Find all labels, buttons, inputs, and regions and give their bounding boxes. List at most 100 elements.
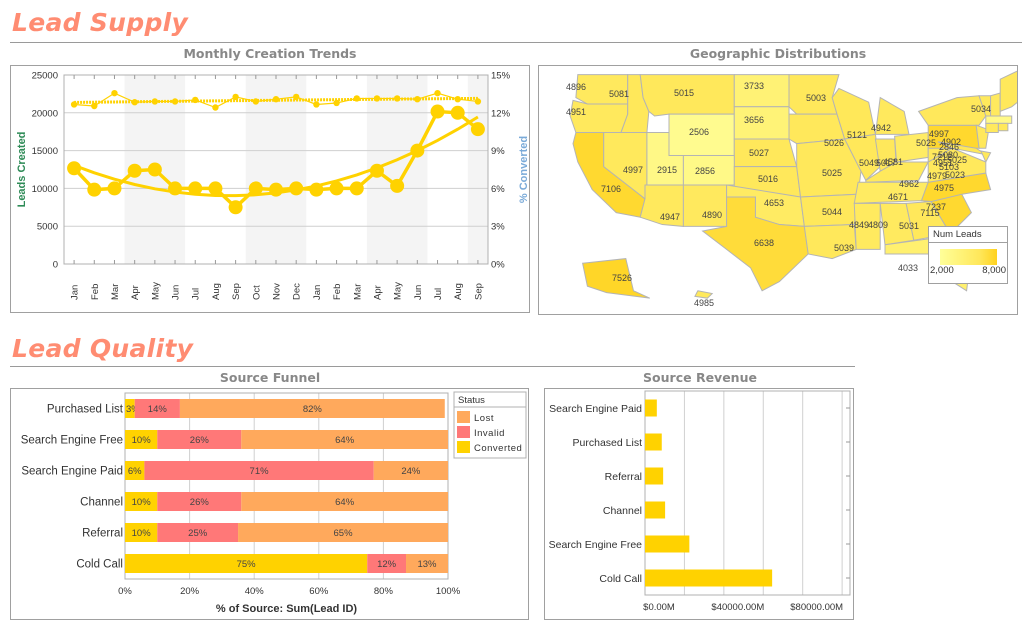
state-label-ak: 7526: [612, 273, 632, 283]
leads-created-point: [91, 102, 98, 110]
y2-tick-label: 12%: [491, 108, 511, 119]
pct-converted-point: [309, 182, 324, 197]
data-label: 12%: [377, 559, 397, 570]
x-tick-label: Jan: [70, 285, 81, 300]
bar-segment-invalid: [157, 430, 242, 449]
state-label-hi: 4985: [694, 298, 714, 308]
monthly-trends-title: Monthly Creation Trends: [183, 46, 357, 61]
y-tick-label: 5000: [37, 222, 58, 233]
x-tick-label: $40000.00M: [711, 602, 764, 613]
revenue-bar: [645, 467, 664, 485]
legend-swatch-invalid: [457, 426, 470, 438]
state-label-pa: 7212: [932, 152, 952, 162]
state-label-ga: 5031: [899, 221, 919, 231]
y-axis-label: Leads Created: [16, 132, 28, 208]
x-tick-label: Jun: [171, 285, 182, 300]
plot-frame: [644, 390, 851, 596]
data-label: 10%: [132, 435, 152, 446]
state-ms: [853, 202, 881, 250]
leads-created-point: [454, 95, 461, 103]
category-label: Purchased List: [573, 437, 643, 449]
data-label: 71%: [250, 466, 270, 477]
state-label-ar: 5044: [822, 207, 842, 217]
state-label-ms: 4849: [849, 220, 869, 230]
pct-converted-point: [188, 181, 203, 196]
bar-segment-invalid: [134, 399, 180, 418]
bar-segment-lost: [406, 554, 448, 573]
state-ct: [985, 122, 999, 134]
leads-created-point: [192, 96, 199, 104]
state-label-al: 4809: [868, 220, 888, 230]
x-tick-label: Dec: [292, 283, 303, 300]
leads-created-point: [131, 99, 138, 106]
pct-converted-point: [369, 163, 384, 178]
bar-segment-converted: [125, 554, 368, 573]
leads-created-point: [373, 95, 381, 102]
leads-created-point: [252, 98, 260, 105]
state-la: [803, 224, 857, 260]
x-tick-label: 100%: [436, 586, 461, 597]
category-label: Cold Call: [599, 573, 642, 585]
leads-created-point: [212, 104, 219, 111]
state-label-id: 5081: [609, 89, 629, 99]
data-label: 6%: [128, 466, 142, 477]
revenue-title: Source Revenue: [643, 370, 757, 385]
state-label-nj: 5025: [947, 155, 967, 165]
state-label-tn: 4671: [888, 192, 908, 202]
state-label-oh: 4581: [883, 157, 903, 167]
state-label-nc: 7237: [926, 202, 946, 212]
state-label-wv: 4979: [927, 171, 947, 181]
state-label-in: 5017: [876, 158, 896, 168]
bar-segment-converted: [125, 430, 158, 449]
data-label: 13%: [417, 559, 437, 570]
state-label-ny: 5025: [916, 138, 936, 148]
data-label: 26%: [190, 435, 210, 446]
state-label-wi: 5121: [847, 130, 867, 140]
y-tick-label: 25000: [32, 71, 58, 82]
state-label-tx: 6638: [754, 238, 774, 248]
x-tick-label: Apr: [372, 285, 383, 300]
state-label-ri: 5080: [938, 150, 958, 160]
state-label-me: 5034: [971, 104, 991, 114]
legend-label-lost: Lost: [474, 413, 494, 424]
state-label-mo: 5025: [822, 168, 842, 178]
pct-converted-point: [248, 181, 263, 196]
x-tick-label: Oct: [251, 285, 262, 300]
pct-converted-point: [390, 178, 405, 193]
x-tick-label: 40%: [245, 586, 265, 597]
pct-converted-point: [67, 161, 82, 176]
x-tick-label: 60%: [309, 586, 329, 597]
pct-converted-point: [470, 122, 485, 137]
x-tick-label: Mar: [352, 284, 363, 300]
data-label: 14%: [148, 404, 168, 415]
state-ri: [997, 122, 1009, 132]
bar-segment-converted: [125, 461, 145, 480]
data-label: 64%: [335, 497, 355, 508]
bar-segment-invalid: [157, 492, 242, 511]
funnel-panel: 0% 20% 40% 60% 80% 100% Purchased List 3% 14% 82%…: [10, 388, 529, 620]
state-label-mn: 5003: [806, 93, 826, 103]
bar-segment-lost: [179, 399, 445, 418]
bar-segment-converted: [125, 523, 158, 542]
leads-created-point: [232, 93, 239, 101]
state-label-nd: 3733: [744, 81, 764, 91]
pct-converted-point: [329, 181, 344, 196]
y-tick-label: 0: [53, 260, 58, 271]
pct-converted-point: [87, 182, 102, 197]
data-label: 25%: [188, 528, 208, 539]
state-label-ct: 4951: [933, 158, 953, 168]
x-tick-label: Feb: [332, 284, 343, 300]
state-nm: [682, 184, 728, 227]
state-label-mt: 5015: [674, 88, 694, 98]
leads-created-point: [313, 101, 320, 108]
revenue-bar: [645, 433, 662, 451]
leads-created-point: [333, 99, 340, 107]
y2-tick-label: 15%: [491, 71, 511, 82]
x-tick-label: Aug: [453, 283, 464, 300]
legend-swatch-lost: [457, 411, 470, 423]
y2-tick-label: 0%: [491, 260, 505, 271]
leads-created-point: [393, 95, 401, 102]
bar-segment-converted: [125, 399, 135, 418]
pct-converted-point: [168, 181, 183, 196]
x-tick-label: Feb: [90, 284, 101, 300]
